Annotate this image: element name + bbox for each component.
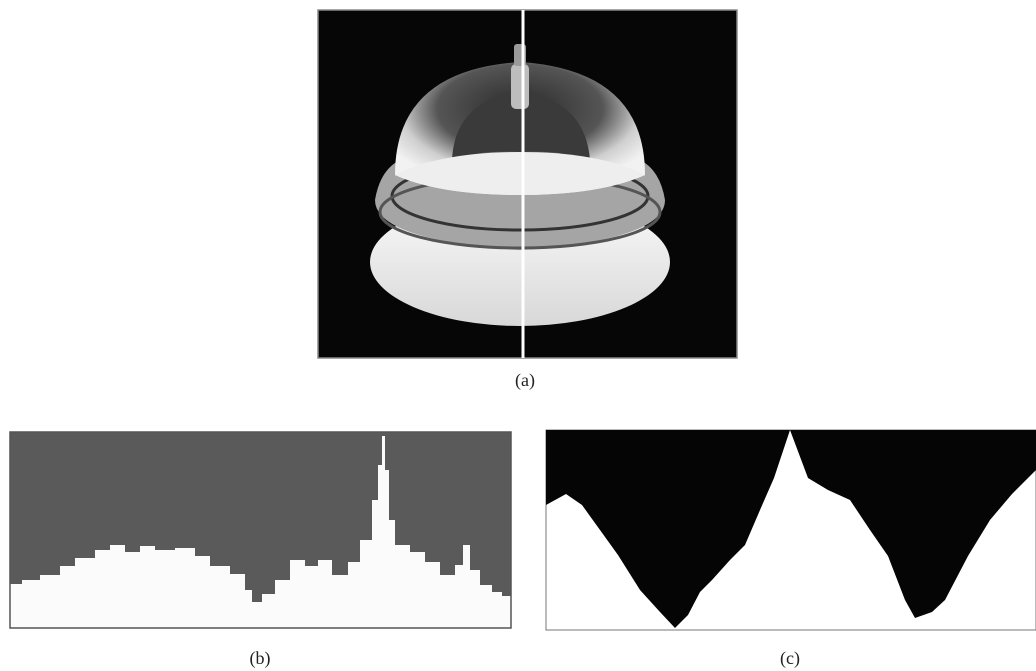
panel-label: (b) bbox=[250, 648, 271, 669]
panel-b-plot bbox=[10, 432, 511, 628]
panel-a-image bbox=[318, 10, 737, 358]
page: {"figure": {"panels": [{"label": "(a)"},… bbox=[0, 0, 1036, 671]
panel-label: (c) bbox=[780, 648, 800, 669]
panel-label: (a) bbox=[515, 370, 535, 391]
figure: (a) (b) (c) bbox=[0, 0, 1036, 671]
panel-c-plot bbox=[546, 430, 1036, 630]
